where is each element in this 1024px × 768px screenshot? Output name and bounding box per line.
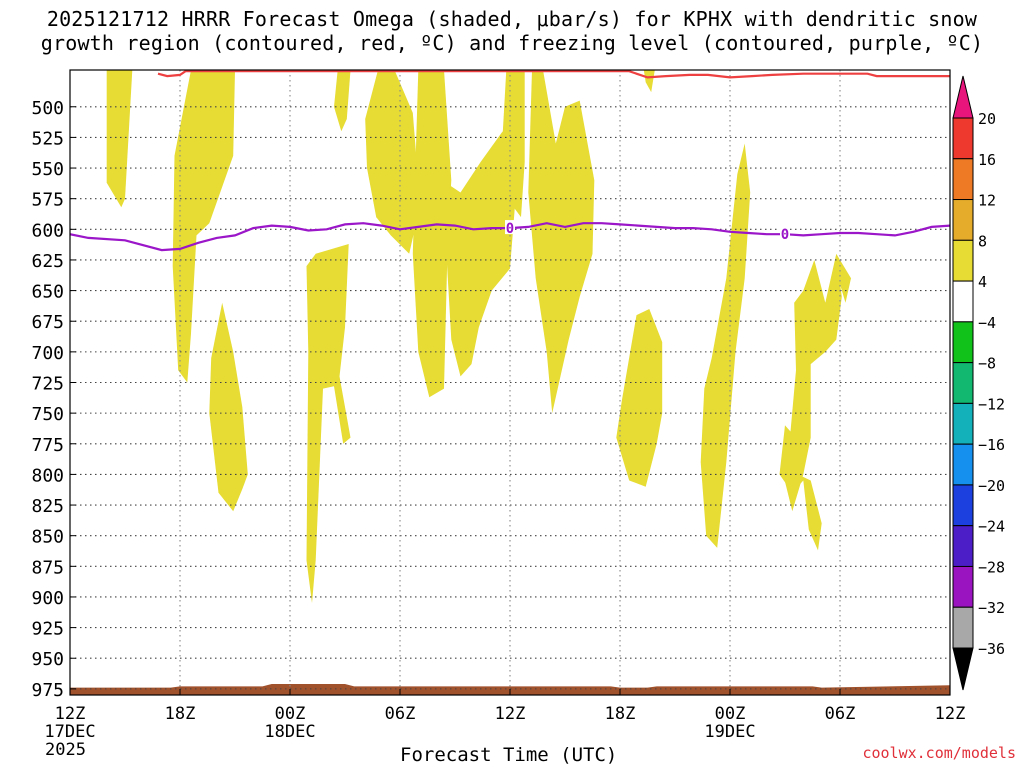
- x-tick-label-48: 12Z: [935, 704, 966, 724]
- colorbar-label-6: −8: [978, 355, 996, 373]
- colorbar-bin-12: [952, 158, 974, 201]
- gridlines: [70, 70, 950, 695]
- colorbar-label-11: −28: [978, 558, 1005, 576]
- omega-region-9: [528, 70, 595, 414]
- y-tick-label-950: 950: [31, 649, 64, 670]
- colorbar-label-4: 4: [978, 273, 987, 291]
- freezing-level-label-0: 0: [506, 221, 514, 237]
- omega-region-2: [209, 302, 248, 512]
- y-tick-label-600: 600: [31, 220, 64, 241]
- x-tick-label-36: 00Z: [715, 704, 746, 724]
- omega-region-10: [616, 309, 663, 487]
- colorbar-bin--16: [952, 402, 974, 445]
- colorbar-bin--8: [952, 321, 974, 364]
- y-tick-label-500: 500: [31, 98, 64, 119]
- colorbar-bin-4: [952, 239, 974, 282]
- colorbar-bottom-arrow: [952, 647, 974, 691]
- y-tick-label-625: 625: [31, 251, 64, 272]
- y-tick-label-725: 725: [31, 374, 64, 395]
- x-tick-year-0: 2025: [45, 740, 86, 760]
- site-credit-link[interactable]: coolwx.com/models: [862, 744, 1016, 762]
- y-tick-label-650: 650: [31, 282, 64, 303]
- colorbar: 20 16 12 8 4 −4 −8 −12 −16 −20 −24 −28 −32 −36: [952, 75, 1005, 691]
- colorbar-bin--20: [952, 443, 974, 486]
- omega-region-5: [365, 70, 417, 254]
- x-tick-label-18: 06Z: [385, 704, 416, 724]
- omega-region-3: [334, 70, 351, 132]
- omega-region-8: [502, 70, 525, 218]
- omega-region-7: [442, 131, 516, 377]
- colorbar-label-5: −4: [978, 314, 996, 332]
- dendritic-growth-contour: [157, 70, 950, 79]
- freezing-level-label-1: 0: [781, 227, 789, 243]
- y-tick-label-875: 875: [31, 557, 64, 578]
- x-tick-label-0: 12Z: [55, 704, 86, 724]
- omega-region-14: [779, 425, 822, 551]
- x-tick-label-6: 18Z: [165, 704, 196, 724]
- colorbar-label-10: −24: [978, 518, 1005, 536]
- y-tick-label-850: 850: [31, 527, 64, 548]
- x-tick-label-12: 00Z: [275, 704, 306, 724]
- colorbar-bin--28: [952, 525, 974, 567]
- colorbar-bin--12: [952, 362, 974, 404]
- colorbar-bin--32: [952, 565, 974, 608]
- omega-region-1: [172, 70, 235, 383]
- colorbar-label-13: −36: [978, 640, 1005, 658]
- omega-region-0: [106, 70, 133, 208]
- colorbar-bin--24: [952, 484, 974, 527]
- x-axis-label: Forecast Time (UTC): [400, 744, 618, 766]
- x-tick-label-24: 12Z: [495, 704, 526, 724]
- colorbar-bin--36: [952, 606, 974, 649]
- omega-region-6: [412, 70, 452, 398]
- colorbar-bin-8: [952, 199, 974, 241]
- colorbar-top-arrow: [952, 75, 974, 119]
- omega-region-13: [783, 253, 842, 512]
- colorbar-label-7: −12: [978, 395, 1005, 413]
- omega-shading-layer: [106, 70, 851, 604]
- x-tick-date-0: 17DEC: [44, 722, 95, 742]
- y-tick-label-775: 775: [31, 435, 64, 456]
- x-tick-label-30: 18Z: [605, 704, 636, 724]
- colorbar-label-3: 8: [978, 232, 987, 250]
- y-tick-label-525: 525: [31, 128, 64, 149]
- y-tick-label-825: 825: [31, 496, 64, 517]
- y-tick-label-575: 575: [31, 190, 64, 211]
- x-tick-date-12: 18DEC: [264, 722, 315, 742]
- omega-region-4: [306, 244, 351, 604]
- y-tick-label-550: 550: [31, 159, 64, 180]
- y-tick-label-675: 675: [31, 312, 64, 333]
- colorbar-label-2: 12: [978, 192, 996, 210]
- y-axis: 500 525 550 575 600 625 650 675 700 725 750 775 800 8…: [31, 98, 76, 701]
- y-tick-label-800: 800: [31, 465, 64, 486]
- chart-title-line-2: growth region (contoured, red, ºC) and f…: [40, 31, 984, 55]
- colorbar-label-9: −20: [978, 477, 1005, 495]
- y-tick-label-925: 925: [31, 619, 64, 640]
- colorbar-label-8: −16: [978, 436, 1005, 454]
- omega-region-11: [643, 70, 655, 93]
- x-tick-date-36: 19DEC: [704, 722, 755, 742]
- y-tick-label-900: 900: [31, 588, 64, 609]
- omega-region-12: [700, 143, 751, 548]
- y-tick-label-975: 975: [31, 680, 64, 701]
- colorbar-label-12: −32: [978, 599, 1005, 617]
- colorbar-bin-16: [952, 117, 974, 160]
- colorbar-label-1: 16: [978, 151, 996, 169]
- y-tick-label-750: 750: [31, 404, 64, 425]
- colorbar-bin--4: [952, 280, 974, 323]
- freezing-label-bg-0: [505, 220, 515, 235]
- freezing-label-bg-1: [780, 226, 790, 241]
- freezing-level-contour: [70, 222, 950, 252]
- x-tick-label-42: 06Z: [825, 704, 856, 724]
- chart-title-line-1: 2025121712 HRRR Forecast Omega (shaded, …: [46, 7, 978, 31]
- colorbar-label-0: 20: [978, 110, 996, 128]
- y-tick-label-700: 700: [31, 343, 64, 364]
